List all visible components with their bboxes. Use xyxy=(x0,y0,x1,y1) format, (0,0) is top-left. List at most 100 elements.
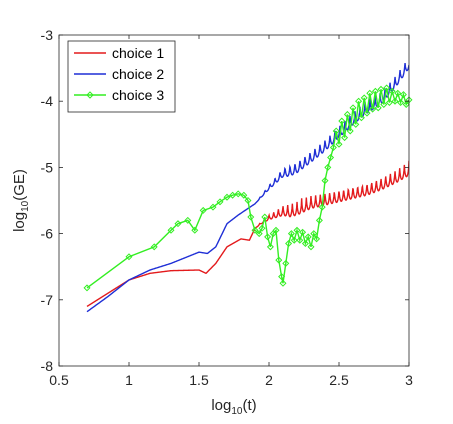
data-point-choice-3 xyxy=(304,233,312,241)
data-point-choice-3 xyxy=(301,240,309,248)
data-point-choice-3 xyxy=(282,259,290,267)
data-point-choice-3 xyxy=(255,230,263,238)
data-point-choice-3 xyxy=(278,273,286,281)
x-tick-label: 1 xyxy=(125,372,133,388)
data-point-choice-3 xyxy=(290,236,298,244)
data-point-choice-3 xyxy=(279,279,287,287)
data-point-choice-3 xyxy=(229,191,237,199)
y-axis-label: log10(GE) xyxy=(11,169,31,232)
x-tick-label: 3 xyxy=(405,372,413,388)
data-point-choice-3 xyxy=(296,236,304,244)
data-point-choice-3 xyxy=(247,213,255,221)
data-point-choice-3 xyxy=(315,216,323,224)
data-point-choice-3 xyxy=(343,110,351,118)
series-line-choice-1 xyxy=(86,160,409,308)
y-tick-label: -3 xyxy=(41,27,54,43)
x-axis-label-rest: (t) xyxy=(242,397,256,414)
data-point-choice-3 xyxy=(363,109,371,117)
data-point-choice-3 xyxy=(329,144,337,152)
data-point-choice-3 xyxy=(310,230,318,238)
data-point-choice-3 xyxy=(184,216,192,224)
legend-marker-choice-3 xyxy=(86,91,94,99)
data-point-choice-3 xyxy=(83,284,91,292)
y-axis-label-base: log xyxy=(11,212,28,232)
y-tick-label: -7 xyxy=(41,292,54,308)
ticks-layer: 0.5 1 1.5 2 2.5 3 -8 -7 -6 -5 -4 -3 xyxy=(41,27,414,388)
legend-label-choice-2: choice 2 xyxy=(112,66,164,82)
data-point-choice-3 xyxy=(332,127,340,135)
data-point-choice-3 xyxy=(369,105,377,113)
data-point-choice-3 xyxy=(264,233,272,241)
x-tick-label: 1.5 xyxy=(189,372,209,388)
data-point-choice-3 xyxy=(209,203,217,211)
data-point-choice-3 xyxy=(125,253,133,261)
x-tick-label: 2 xyxy=(265,372,273,388)
x-axis-label-base: log xyxy=(211,397,231,414)
legend-label-choice-3: choice 3 xyxy=(112,87,164,103)
data-point-choice-3 xyxy=(352,120,360,128)
data-point-choice-3 xyxy=(285,240,293,248)
data-point-choice-3 xyxy=(240,191,248,199)
data-point-choice-3 xyxy=(357,114,365,122)
data-point-choice-3 xyxy=(191,226,199,234)
data-point-choice-3 xyxy=(234,190,242,198)
data-point-choice-3 xyxy=(150,243,158,251)
data-point-choice-3 xyxy=(399,91,407,99)
data-point-choice-3 xyxy=(261,213,269,221)
series-layer xyxy=(83,63,413,313)
data-point-choice-3 xyxy=(360,94,368,102)
data-point-choice-3 xyxy=(349,104,357,112)
data-point-choice-3 xyxy=(402,101,410,109)
data-point-choice-3 xyxy=(307,243,315,251)
data-point-choice-3 xyxy=(299,228,307,236)
data-point-choice-3 xyxy=(266,243,274,251)
x-tick-label: 0.5 xyxy=(49,372,69,388)
data-point-choice-3 xyxy=(174,220,182,228)
data-point-choice-3 xyxy=(199,206,207,214)
data-point-choice-3 xyxy=(383,84,391,92)
plot-frame xyxy=(58,34,410,367)
data-point-choice-3 xyxy=(394,89,402,97)
data-point-choice-3 xyxy=(374,104,382,112)
data-point-choice-3 xyxy=(338,117,346,125)
y-tick-label: -4 xyxy=(41,93,54,109)
data-point-choice-3 xyxy=(293,226,301,234)
data-point-choice-3 xyxy=(388,87,396,95)
data-point-choice-3 xyxy=(397,99,405,107)
data-point-choice-3 xyxy=(346,127,354,135)
data-point-choice-3 xyxy=(366,89,374,97)
data-point-choice-3 xyxy=(275,256,283,264)
data-point-choice-3 xyxy=(313,235,321,243)
data-point-choice-3 xyxy=(258,224,266,232)
data-point-choice-3 xyxy=(377,85,385,93)
y-tick-label: -5 xyxy=(41,159,54,175)
legend-label-choice-1: choice 1 xyxy=(112,45,164,61)
y-axis-label-rest: (GE) xyxy=(11,169,28,201)
x-axis-label-sub: 10 xyxy=(231,406,243,417)
x-tick-label: 2.5 xyxy=(329,372,349,388)
data-point-choice-3 xyxy=(385,99,393,107)
data-point-choice-3 xyxy=(324,163,332,171)
data-point-choice-3 xyxy=(371,87,379,95)
x-axis-label: log10(t) xyxy=(211,397,256,417)
data-point-choice-3 xyxy=(321,177,329,185)
data-point-choice-3 xyxy=(216,198,224,206)
data-point-choice-3 xyxy=(327,153,335,161)
data-point-choice-3 xyxy=(341,134,349,142)
data-point-choice-3 xyxy=(391,97,399,105)
data-point-choice-3 xyxy=(318,203,326,211)
data-point-choice-3 xyxy=(223,193,231,201)
data-point-choice-3 xyxy=(380,101,388,109)
data-point-choice-3 xyxy=(272,226,280,234)
data-point-choice-3 xyxy=(335,140,343,148)
data-point-choice-3 xyxy=(167,226,175,234)
data-point-choice-3 xyxy=(251,226,259,234)
y-axis-label-sub: 10 xyxy=(20,200,31,212)
y-tick-label: -8 xyxy=(41,358,54,374)
data-point-choice-3 xyxy=(355,97,363,105)
data-point-choice-3 xyxy=(287,230,295,238)
series-line-choice-2 xyxy=(86,63,409,313)
y-tick-label: -6 xyxy=(41,226,54,242)
legend: choice 1 choice 2 choice 3 xyxy=(67,40,176,113)
